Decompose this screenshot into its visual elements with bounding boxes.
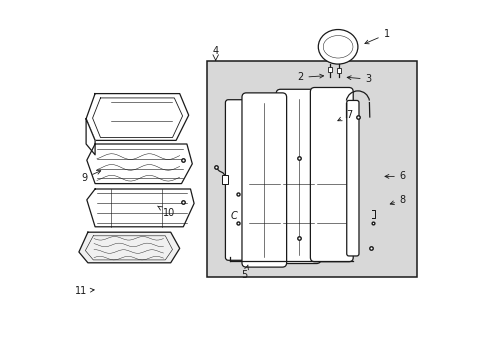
Polygon shape [86, 94, 188, 140]
Bar [336, 68, 340, 73]
Bar [222, 175, 227, 184]
Text: 5: 5 [241, 265, 248, 280]
FancyBboxPatch shape [310, 87, 352, 262]
Text: 7: 7 [337, 110, 351, 121]
Text: 11: 11 [75, 286, 94, 296]
Text: 9: 9 [81, 171, 101, 183]
Text: 4: 4 [212, 46, 218, 56]
Text: C: C [230, 211, 237, 221]
Text: 2: 2 [297, 72, 323, 82]
Text: 1: 1 [364, 29, 389, 44]
Polygon shape [79, 232, 179, 263]
Polygon shape [87, 189, 194, 227]
FancyBboxPatch shape [346, 100, 358, 256]
Polygon shape [92, 98, 182, 138]
Text: 3: 3 [346, 74, 371, 84]
FancyBboxPatch shape [276, 89, 320, 264]
Polygon shape [87, 144, 192, 184]
Ellipse shape [318, 30, 357, 64]
Text: 6: 6 [384, 171, 405, 181]
Text: 10: 10 [157, 206, 175, 218]
Bar [206, 61, 416, 277]
Bar [327, 67, 332, 72]
Ellipse shape [323, 36, 352, 58]
Polygon shape [86, 119, 95, 155]
Text: 8: 8 [389, 195, 405, 205]
FancyBboxPatch shape [225, 100, 250, 260]
FancyBboxPatch shape [242, 93, 286, 267]
